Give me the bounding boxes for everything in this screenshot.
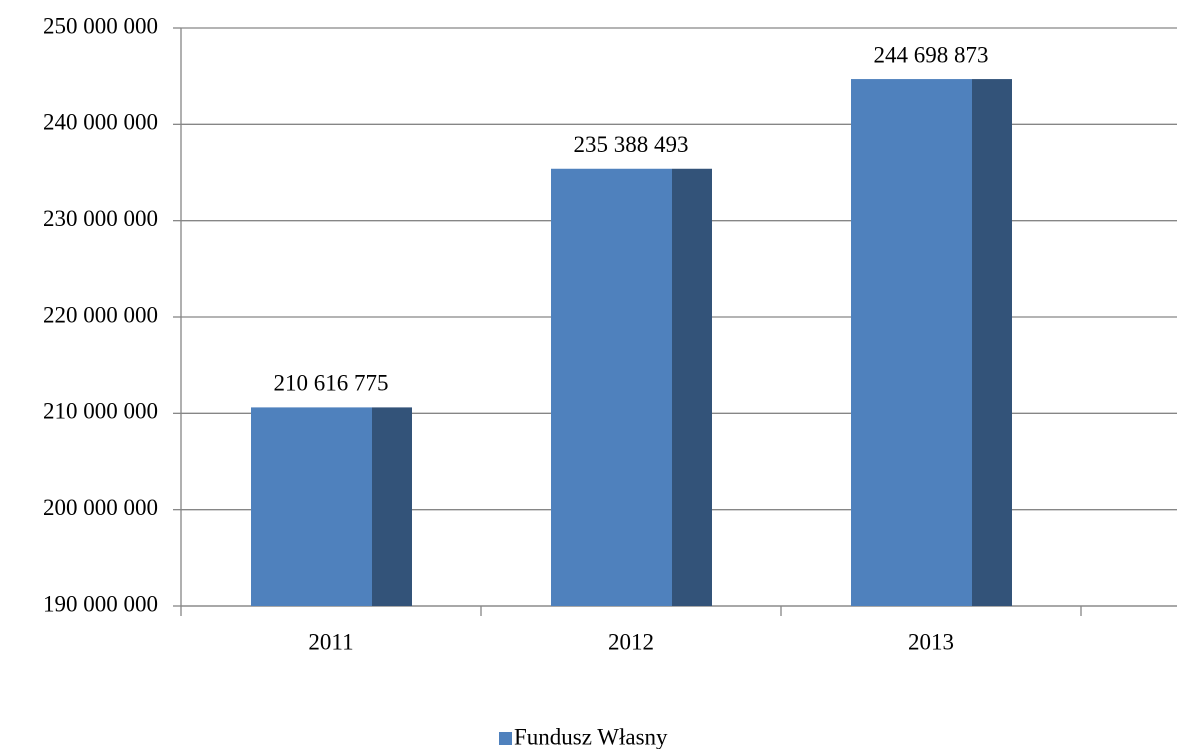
x-tick-label: 2012 (608, 629, 654, 654)
legend-label: Fundusz Własny (514, 724, 668, 749)
y-tick-label: 200 000 000 (43, 495, 158, 520)
y-tick-label: 220 000 000 (43, 302, 158, 327)
data-label: 235 388 493 (574, 132, 689, 157)
legend-swatch (499, 732, 512, 745)
bar (251, 407, 412, 606)
x-tick-label: 2013 (908, 629, 954, 654)
x-tick-label: 2011 (308, 629, 353, 654)
bar-side (372, 407, 412, 606)
bar-front (851, 79, 972, 607)
y-tick-label: 190 000 000 (43, 591, 158, 616)
bar-front (251, 407, 372, 606)
bar (551, 168, 712, 607)
y-tick-label: 210 000 000 (43, 399, 158, 424)
y-tick-label: 240 000 000 (43, 110, 158, 135)
bar-side (972, 79, 1012, 607)
bar-front (551, 168, 672, 607)
y-tick-label: 250 000 000 (43, 13, 158, 38)
bar (851, 79, 1012, 607)
y-tick-label: 230 000 000 (43, 206, 158, 231)
bar-side (672, 168, 712, 607)
data-label: 210 616 775 (274, 371, 389, 396)
data-label: 244 698 873 (874, 42, 989, 67)
